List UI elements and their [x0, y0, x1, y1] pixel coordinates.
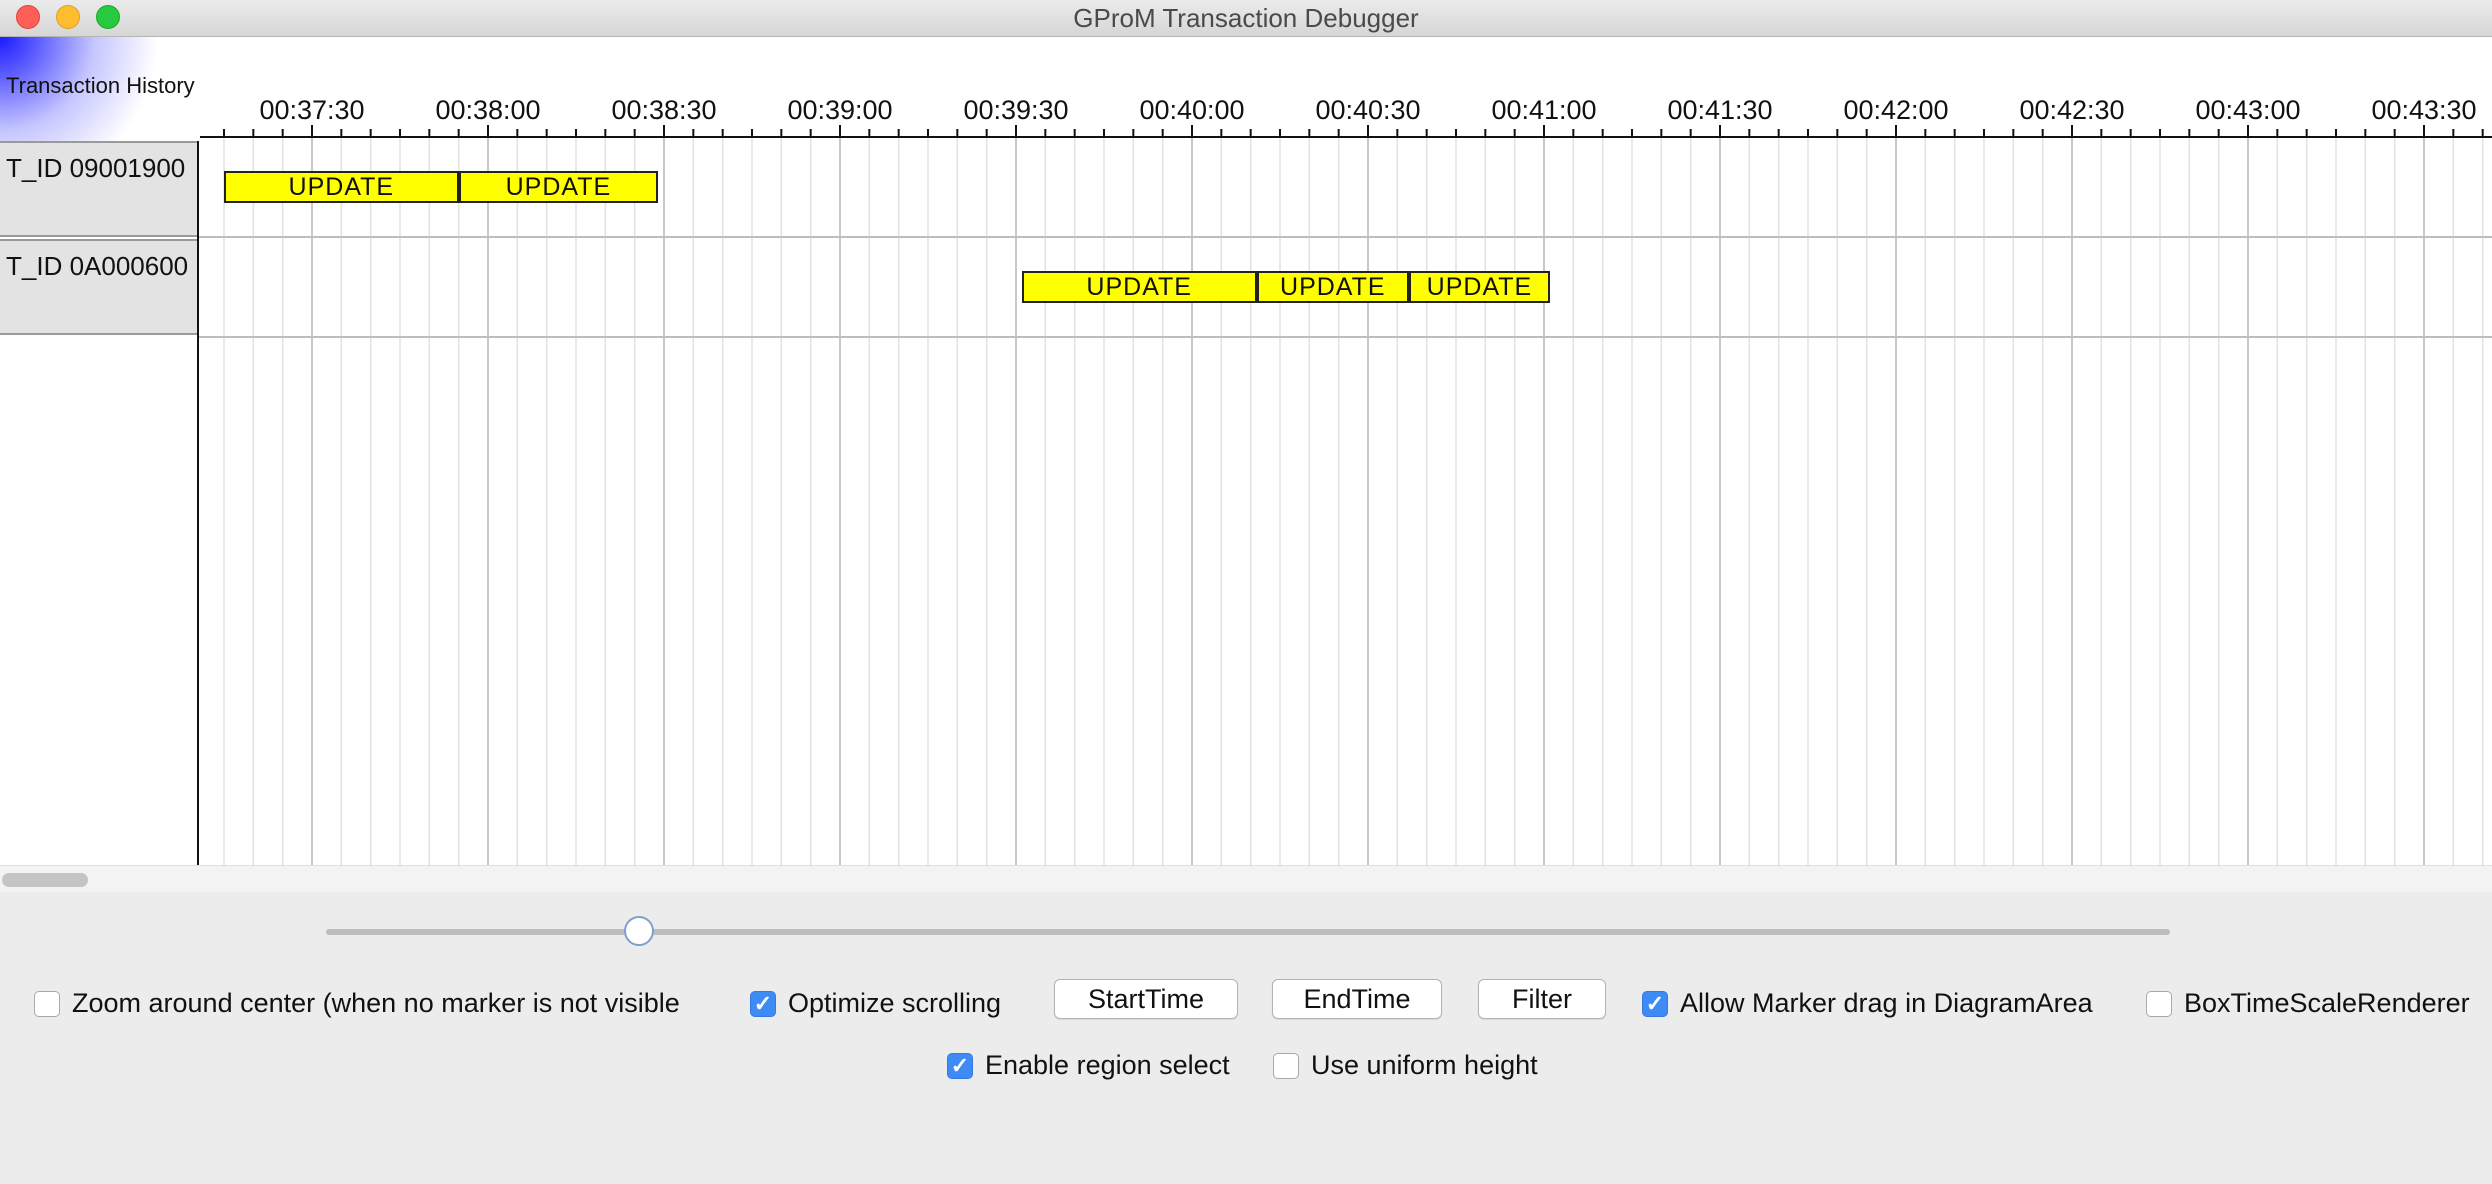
diagram-corner: Transaction History — [0, 37, 200, 141]
end-time-button[interactable]: EndTime — [1272, 979, 1442, 1019]
row-header-t-id-09001900[interactable]: T_ID 09001900 — [0, 141, 197, 237]
zoom-slider-track[interactable] — [326, 929, 2170, 935]
update-event-bar[interactable]: UPDATE — [458, 171, 659, 203]
update-event-bar[interactable]: UPDATE — [1256, 271, 1410, 303]
optimize-scrolling-label: Optimize scrolling — [788, 988, 1002, 1018]
time-tick-label: 00:40:30 — [1315, 95, 1420, 125]
time-tick-label: 00:37:30 — [259, 95, 364, 125]
time-tick-label: 00:42:00 — [1843, 95, 1948, 125]
time-tick-label: 00:43:30 — [2371, 95, 2476, 125]
window-title: GProM Transaction Debugger — [1073, 3, 1419, 33]
optimize-scrolling-option[interactable]: ✓ Optimize scrolling — [750, 988, 1001, 1019]
time-tick-label: 00:40:00 — [1139, 95, 1244, 125]
title-bar: GProM Transaction Debugger — [0, 0, 2492, 37]
start-time-button[interactable]: StartTime — [1054, 979, 1238, 1019]
zoom-around-center-checkbox[interactable] — [34, 990, 60, 1017]
row-header-column: T_ID 09001900 T_ID 0A000600 — [0, 141, 199, 865]
enable-region-select-option[interactable]: ✓ Enable region select — [947, 1050, 1230, 1081]
row-label: T_ID 09001900 — [6, 153, 186, 183]
time-tick-label: 00:41:00 — [1491, 95, 1596, 125]
allow-marker-drag-label: Allow Marker drag in DiagramArea — [1680, 988, 2093, 1018]
time-tick-label: 00:41:30 — [1667, 95, 1772, 125]
zoom-around-center-label: Zoom around center (when no marker is no… — [72, 988, 680, 1018]
allow-marker-drag-option[interactable]: ✓ Allow Marker drag in DiagramArea — [1642, 988, 2093, 1019]
filter-button[interactable]: Filter — [1478, 979, 1606, 1019]
scrollbar-thumb[interactable] — [2, 873, 88, 887]
optimize-scrolling-checkbox[interactable]: ✓ — [750, 990, 776, 1017]
enable-region-select-label: Enable region select — [985, 1050, 1230, 1080]
zoom-slider-thumb[interactable] — [624, 916, 655, 946]
use-uniform-height-label: Use uniform height — [1311, 1050, 1538, 1080]
enable-region-select-checkbox[interactable]: ✓ — [947, 1052, 973, 1079]
minimize-window-button[interactable] — [56, 5, 80, 29]
update-event-bar[interactable]: UPDATE — [1021, 271, 1257, 303]
box-time-scale-renderer-option[interactable]: BoxTimeScaleRenderer — [2146, 988, 2470, 1019]
time-tick-label: 00:38:00 — [435, 95, 540, 125]
time-grid: 00:37:30 00:38:00 00:38:30 00:39:00 00:39:30… — [199, 95, 2492, 865]
box-time-scale-renderer-label: BoxTimeScaleRenderer — [2184, 988, 2470, 1018]
gantt-diagram[interactable]: 00:37:30 00:38:00 00:38:30 00:39:00 00:39:30… — [0, 37, 2492, 865]
checkmark-icon: ✓ — [753, 990, 773, 1016]
row-header-t-id-0a000600[interactable]: T_ID 0A000600 — [0, 239, 197, 335]
row-label: T_ID 0A000600 — [6, 251, 189, 281]
time-tick-label: 00:38:30 — [611, 95, 716, 125]
zoom-window-button[interactable] — [96, 5, 120, 29]
use-uniform-height-option[interactable]: Use uniform height — [1273, 1050, 1538, 1081]
checkmark-icon: ✓ — [1645, 990, 1665, 1016]
zoom-around-center-option[interactable]: Zoom around center (when no marker is no… — [34, 988, 680, 1019]
diagram-title: Transaction History — [6, 73, 195, 98]
time-tick-label: 00:39:30 — [963, 95, 1068, 125]
time-tick-label: 00:42:30 — [2019, 95, 2124, 125]
checkmark-icon: ✓ — [950, 1052, 970, 1078]
close-window-button[interactable] — [16, 5, 40, 29]
update-event-bar[interactable]: UPDATE — [224, 171, 459, 203]
use-uniform-height-checkbox[interactable] — [1273, 1052, 1299, 1079]
time-tick-label: 00:43:00 — [2195, 95, 2300, 125]
update-event-bar[interactable]: UPDATE — [1409, 271, 1550, 303]
time-tick-label: 00:39:00 — [787, 95, 892, 125]
box-time-scale-renderer-checkbox[interactable] — [2146, 990, 2172, 1017]
allow-marker-drag-checkbox[interactable]: ✓ — [1642, 990, 1668, 1017]
horizontal-scrollbar[interactable] — [0, 865, 2492, 892]
